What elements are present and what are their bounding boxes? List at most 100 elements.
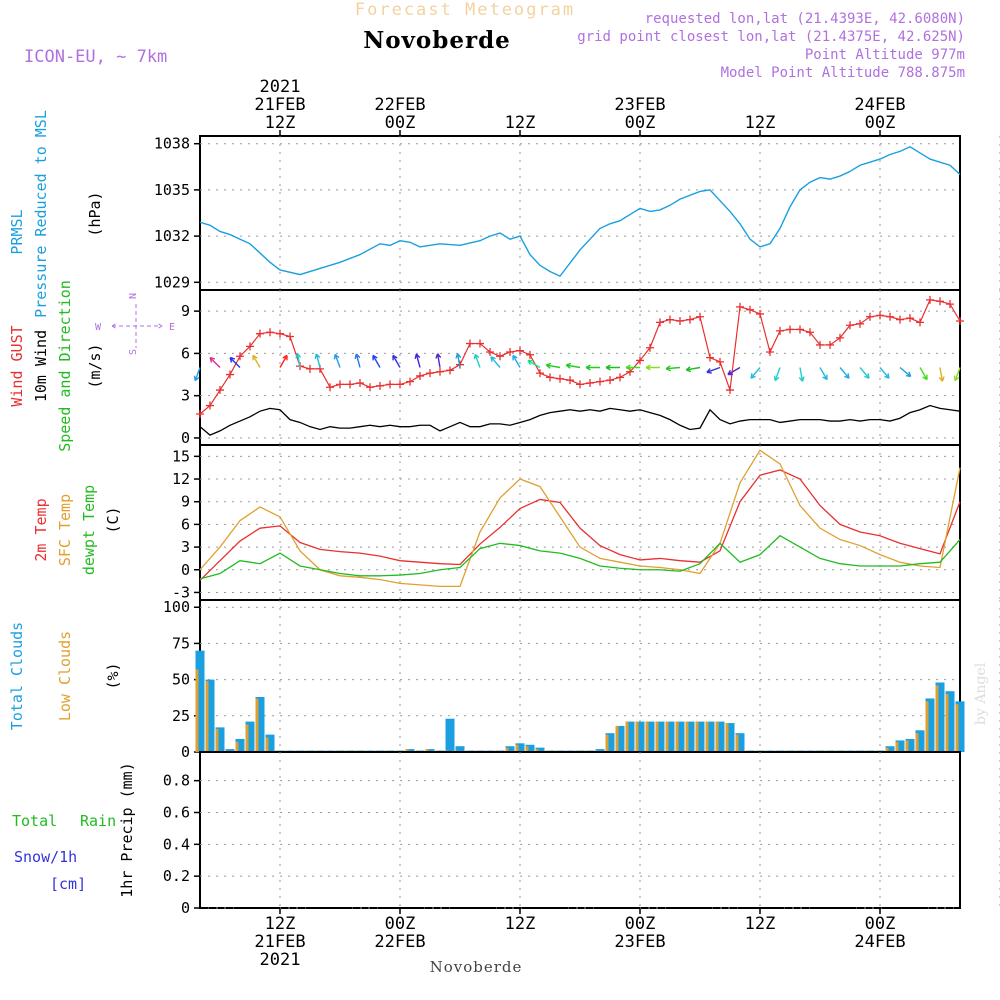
wind-arrow xyxy=(899,366,912,378)
low-cloud-bar xyxy=(425,749,429,752)
wind-arrow xyxy=(645,364,660,371)
low-cloud-bar xyxy=(615,725,619,752)
low-cloud-bar xyxy=(685,721,689,752)
low-cloud-bar xyxy=(645,721,649,752)
gust-point xyxy=(916,318,924,327)
bottom-tick-label: 12Z xyxy=(265,914,296,934)
low-cloud-bar xyxy=(245,724,249,752)
gust-point xyxy=(256,329,264,338)
model-label: ICON-EU, ~ 7km xyxy=(24,47,167,67)
total-cloud-bar xyxy=(505,746,515,752)
wind-arrow xyxy=(625,364,640,371)
temp-axis-label: SFC Temp xyxy=(56,494,74,566)
clouds-axis-label: Total Clouds xyxy=(8,622,26,730)
gust-point xyxy=(546,373,554,382)
low-cloud-bar xyxy=(635,721,639,752)
gust-point xyxy=(926,295,934,304)
gust-point xyxy=(336,380,344,389)
gust-point xyxy=(736,302,744,311)
gust-point xyxy=(196,410,204,418)
chart-subtitle: Forecast Meteogram xyxy=(355,0,575,20)
total-cloud-bar xyxy=(735,733,745,752)
wind-arrow xyxy=(435,353,442,368)
low-cloud-bar xyxy=(955,704,959,752)
total-cloud-bar xyxy=(645,721,655,752)
gust-point xyxy=(636,356,644,365)
clouds-frame xyxy=(199,599,961,753)
gust-point xyxy=(346,380,354,389)
compass-e: E xyxy=(169,322,175,333)
gust-point xyxy=(566,376,574,385)
precip-label-total: Total xyxy=(12,812,57,830)
pressure-axis-label: (hPa) xyxy=(86,191,104,236)
total-cloud-bar xyxy=(925,698,935,752)
temp-ytick-label: 9 xyxy=(181,493,190,511)
top-tick-label: 00Z xyxy=(625,113,656,133)
bottom-tick-label: 22FEB xyxy=(374,932,425,952)
wind-arrow xyxy=(354,353,361,368)
wind-arrow xyxy=(919,367,928,381)
clouds-panel: 100 75 50 25 0 Total Clouds Low Clouds (%) xyxy=(8,598,1000,761)
gust-point xyxy=(746,305,754,314)
wind-arrow xyxy=(938,367,945,382)
gust-point xyxy=(226,370,234,379)
gust-point xyxy=(516,346,524,355)
clouds-ytick-label: 50 xyxy=(172,671,190,689)
total-cloud-bar xyxy=(615,725,625,752)
low-cloud-bar xyxy=(265,737,269,752)
pressure-panel: 1038 1035 1032 1029 PRMSL Pressure Reduced to… xyxy=(8,110,1000,318)
total-cloud-bar xyxy=(695,721,705,752)
wind-arrow xyxy=(473,353,481,368)
gust-point xyxy=(576,380,584,389)
wind-arrow xyxy=(295,353,302,368)
wind-ytick-label: 9 xyxy=(181,302,190,320)
wind-arrow xyxy=(819,367,828,381)
bottom-tick-label: 2021 xyxy=(260,950,301,970)
wind-arrow xyxy=(333,353,341,368)
gust-point xyxy=(216,386,224,395)
total-cloud-bar xyxy=(445,718,455,752)
wind-arrow xyxy=(798,367,805,382)
footer-location: Novoberde xyxy=(430,958,523,976)
total-cloud-bar xyxy=(595,749,605,752)
wind-arrow xyxy=(490,356,501,368)
low-cloud-bar xyxy=(205,681,209,752)
model-altitude: Model Point Altitude 788.875m xyxy=(721,65,965,81)
gust-point xyxy=(956,317,964,325)
total-cloud-bar xyxy=(715,721,725,752)
wind-arrow xyxy=(545,362,561,369)
bottom-tick-label: 23FEB xyxy=(614,932,665,952)
total-cloud-bar xyxy=(265,734,275,752)
wind-arrow xyxy=(565,362,581,369)
gust-point xyxy=(416,371,424,380)
gust-point xyxy=(856,319,864,328)
wind-axis-label: 10m Wind xyxy=(32,330,50,402)
wind-arrow xyxy=(455,353,462,368)
gust-point xyxy=(886,312,894,321)
low-cloud-bar xyxy=(655,721,659,752)
gust-point xyxy=(596,377,604,386)
low-cloud-bar xyxy=(895,741,899,752)
low-cloud-bar xyxy=(625,721,629,752)
low-cloud-bar xyxy=(885,747,889,752)
total-cloud-bar xyxy=(605,733,615,752)
gust-point xyxy=(406,377,414,386)
total-cloud-bar xyxy=(525,744,535,752)
bottom-tick-label: 00Z xyxy=(865,914,896,934)
precip-ytick-label: 0.2 xyxy=(163,867,190,885)
wind-ytick-label: 0 xyxy=(181,429,190,447)
temp-ytick-label: 0 xyxy=(181,561,190,579)
gust-point xyxy=(806,328,814,337)
total-cloud-bar xyxy=(625,721,635,752)
gust-point xyxy=(606,376,614,385)
gust-point xyxy=(506,348,514,356)
temp-ytick-label: 6 xyxy=(181,515,190,533)
gust-point xyxy=(796,325,804,334)
top-tick-label: 21FEB xyxy=(254,95,305,115)
gust-point xyxy=(556,374,564,383)
gust-point xyxy=(756,309,764,318)
total-cloud-bar xyxy=(685,721,695,752)
low-cloud-bar xyxy=(665,721,669,752)
gust-point xyxy=(306,364,314,373)
gust-point xyxy=(276,329,284,338)
